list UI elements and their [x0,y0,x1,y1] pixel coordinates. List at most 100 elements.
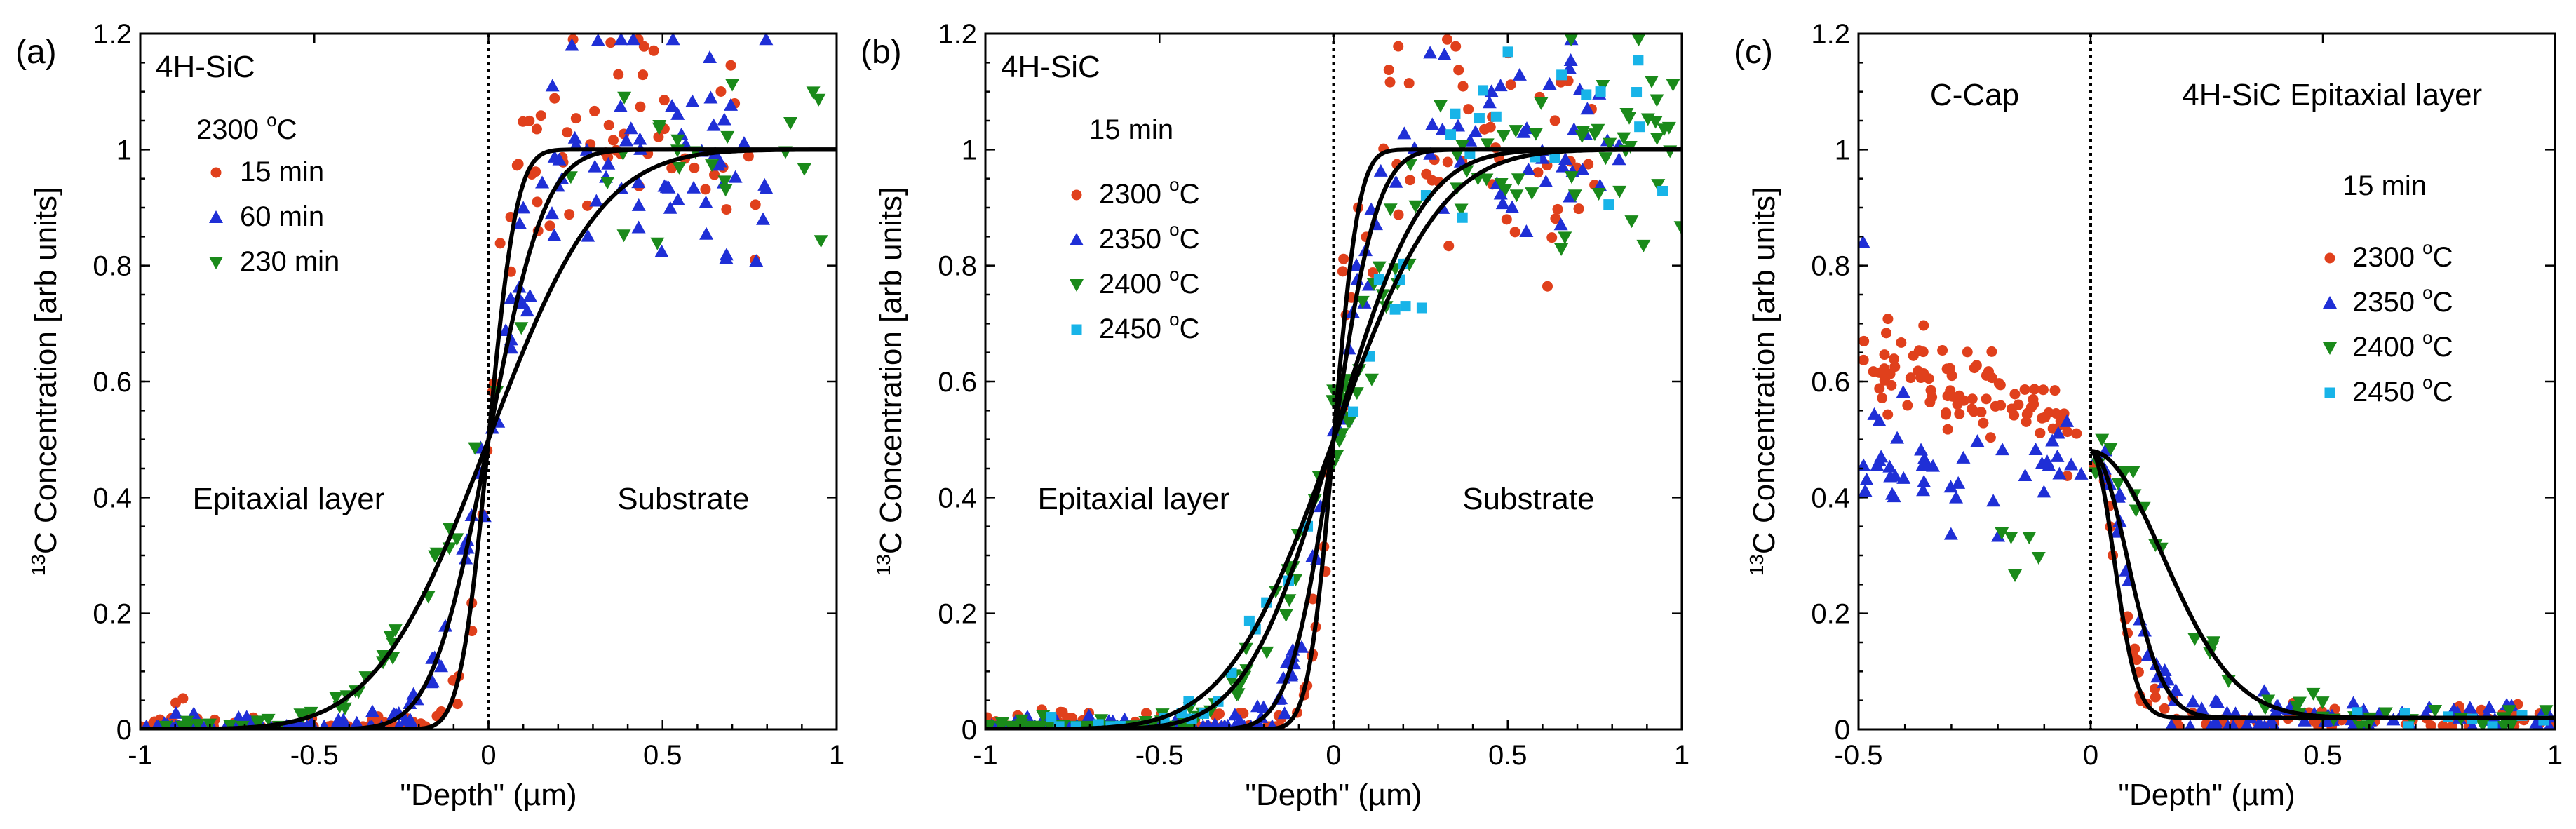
data-point [2037,412,2048,424]
data-point [1619,107,1634,121]
data-point [1450,119,1465,132]
data-point [1971,360,1982,371]
data-point [2051,426,2065,439]
y-tick-label: 1 [1835,135,1850,166]
data-point [522,288,537,302]
data-point [1990,400,2001,412]
data-point [1591,188,1606,201]
data-point [619,133,634,147]
data-point [1877,393,1888,404]
data-point [994,720,1009,729]
x-tick-label: 0.5 [643,740,682,771]
data-point [666,34,680,46]
data-point [1463,104,1474,115]
data-point [2029,384,2040,395]
data-point [1349,258,1364,271]
data-point [570,113,581,124]
data-point [2117,466,2132,479]
data-point [2052,466,2067,480]
data-point [633,132,647,145]
data-point [1612,185,1627,198]
data-point [715,86,727,97]
data-point [728,170,743,183]
data-point [1612,152,1626,166]
data-point [151,719,163,729]
data-point [1952,399,1963,410]
data-point [1046,712,1057,723]
material-label: 4H-SiC [156,50,255,84]
data-point [1872,413,1887,426]
legend-label: 2350 oC [1099,219,1199,255]
legend-marker [1070,233,1084,245]
x-tick-label: -0.5 [1835,740,1883,771]
x-tick-label: -0.5 [290,740,339,771]
data-point [1552,203,1563,215]
data-point [1070,721,1081,729]
data-point [1874,450,1889,463]
data-point [175,720,190,729]
data-point [1478,85,1489,96]
data-point [1918,320,1929,331]
data-point [1581,89,1592,100]
data-point [1253,717,1267,729]
data-point [1650,94,1664,107]
data-point [806,86,821,100]
data-point [1937,345,1948,356]
data-point [687,180,701,194]
data-point [1924,396,1936,407]
legend-label: 2350 oC [2352,282,2453,318]
data-point [1383,65,1394,76]
data-point [1509,125,1523,138]
material-label: 4H-SiC [1001,50,1100,84]
x-axis-label: "Depth" (µm) [2118,778,2295,812]
data-point [1673,221,1682,234]
data-point [663,201,677,214]
data-point [2074,466,2089,480]
y-tick-label: 0.4 [93,483,132,513]
data-point [2315,696,2330,710]
data-point [1986,494,2001,507]
data-point [452,699,463,710]
data-point [665,99,680,112]
data-point [337,702,352,715]
data-point [725,79,740,92]
legend-marker [2324,252,2335,264]
data-point [1405,175,1416,186]
data-point [616,229,631,243]
data-point [2293,696,2307,710]
data-point [1542,76,1557,90]
data-point [516,201,531,214]
data-point [1437,47,1452,60]
data-point [222,719,237,729]
data-point [1583,159,1594,170]
legend-label: 2300 oC [1099,174,1199,210]
data-point [1277,706,1292,720]
data-point [1445,129,1457,140]
fit-curve [2090,449,2555,720]
data-point [1341,415,1356,429]
y-tick-label: 1.2 [938,19,977,50]
data-point [1539,174,1553,187]
data-point [1480,138,1495,151]
data-point [1260,646,1274,659]
data-point [1443,241,1455,252]
data-point [1631,34,1646,47]
data-point [721,204,732,215]
data-point [403,715,418,728]
data-point [2060,414,2075,427]
legend-marker [1071,324,1082,335]
data-point [650,237,665,250]
data-point [2037,485,2051,498]
data-point [635,101,646,112]
data-point [652,119,667,133]
data-point [1882,459,1897,473]
data-point [1634,121,1645,133]
legend-label: 15 min [240,156,324,187]
data-point [1348,406,1359,417]
data-point [670,192,685,205]
chart-panel-2: -0.5 0 0.5 100.20.40.60.811.2"Depth" (µm)13… [1734,19,2563,812]
data-point [717,112,731,126]
data-point [759,34,774,46]
data-point [626,34,640,46]
data-point [1383,203,1398,217]
